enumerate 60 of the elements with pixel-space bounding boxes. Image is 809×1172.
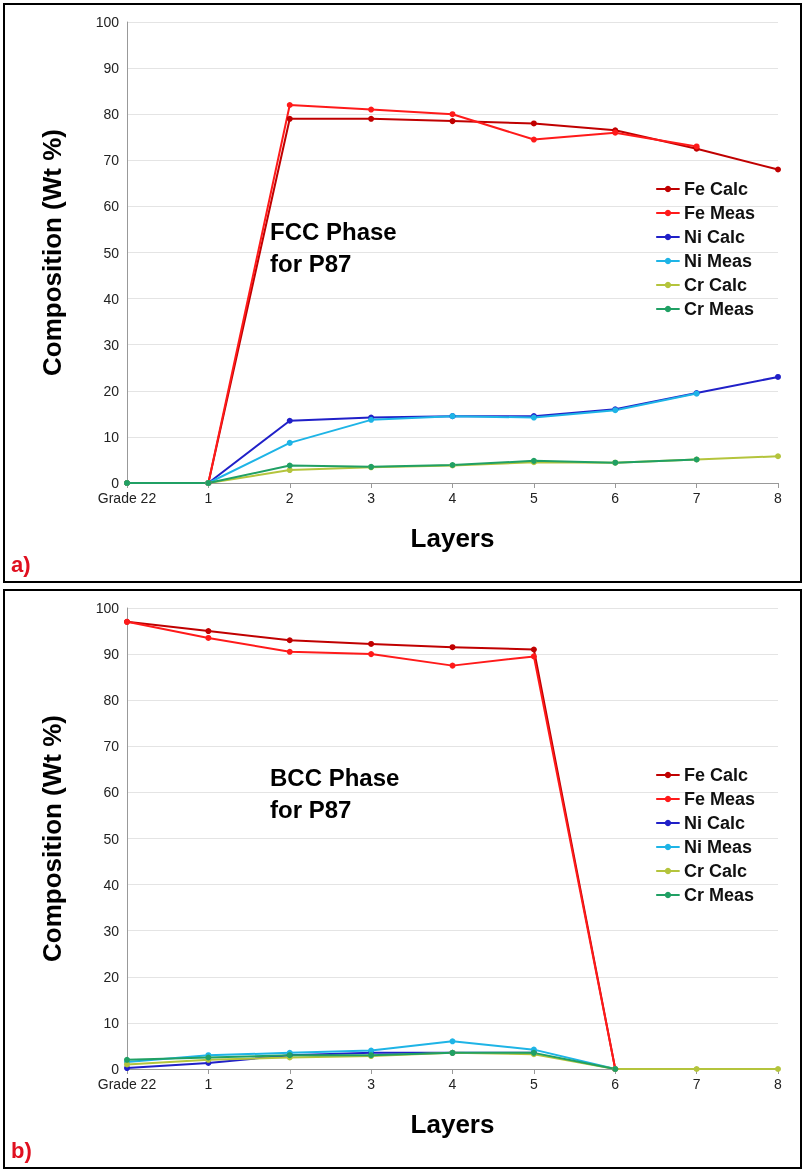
x-tick-label: Grade 22 xyxy=(97,490,157,506)
legend-label: Cr Meas xyxy=(683,885,754,905)
y-tick-label: 0 xyxy=(111,475,120,491)
x-tick-label: 8 xyxy=(774,1076,783,1092)
legend-label: Cr Calc xyxy=(683,275,747,295)
y-tick-label: 30 xyxy=(103,336,120,353)
y-tick-label: 70 xyxy=(103,152,120,169)
x-tick-label: 2 xyxy=(285,1076,294,1092)
y-tick-label: 100 xyxy=(95,14,120,30)
x-tick-label: 1 xyxy=(204,1076,213,1092)
x-tick-label: 6 xyxy=(611,1076,620,1092)
y-tick-label: 100 xyxy=(95,600,120,616)
y-tick-label: 20 xyxy=(103,968,120,985)
annotation: BCC Phase for P87 xyxy=(270,763,407,823)
legend-label: Cr Calc xyxy=(683,861,747,881)
legend-label: Fe Meas xyxy=(683,203,756,223)
y-tick-label: 80 xyxy=(103,106,120,123)
x-tick-label: 6 xyxy=(611,490,620,506)
annotation: FCC Phase for P87 xyxy=(270,217,404,277)
legend-label: Ni Meas xyxy=(683,251,752,271)
legend-label: Fe Meas xyxy=(683,789,756,809)
legend-label: Ni Calc xyxy=(683,227,745,247)
x-axis-title: Layers xyxy=(410,523,495,553)
y-tick-label: 90 xyxy=(103,646,120,663)
y-tick-label: 10 xyxy=(103,1014,120,1031)
legend-label: Ni Calc xyxy=(683,813,745,833)
legend-label: Ni Meas xyxy=(683,837,752,857)
y-tick-label: 40 xyxy=(103,290,120,307)
y-tick-label: 50 xyxy=(103,830,120,847)
y-tick-label: 20 xyxy=(103,382,120,399)
legend-label: Fe Calc xyxy=(683,765,748,785)
y-tick-label: 90 xyxy=(103,60,120,77)
x-tick-label: 2 xyxy=(285,490,294,506)
y-tick-label: 60 xyxy=(103,784,120,801)
y-tick-label: 50 xyxy=(103,244,120,261)
y-tick-label: 60 xyxy=(103,198,120,215)
text: b) xyxy=(11,1137,32,1163)
x-tick-label: 3 xyxy=(367,490,376,506)
x-tick-label: 7 xyxy=(692,1076,701,1092)
y-tick-label: 30 xyxy=(103,922,120,939)
y-tick-label: 70 xyxy=(103,738,120,755)
x-tick-label: 4 xyxy=(448,490,457,506)
y-tick-label: 40 xyxy=(103,876,120,893)
x-tick-label: 4 xyxy=(448,1076,457,1092)
x-tick-label: 8 xyxy=(774,490,783,506)
x-tick-label: 5 xyxy=(529,1076,538,1092)
x-axis-title: Layers xyxy=(410,1109,495,1139)
y-tick-label: 10 xyxy=(103,428,120,445)
legend-label: Cr Meas xyxy=(683,299,754,319)
y-axis-title: Composition (Wt %) xyxy=(37,715,67,962)
y-tick-label: 80 xyxy=(103,692,120,709)
x-tick-label: 1 xyxy=(204,490,213,506)
y-axis-title: Composition (Wt %) xyxy=(37,129,67,376)
x-tick-label: 5 xyxy=(529,490,538,506)
text: a) xyxy=(11,551,31,577)
x-tick-label: Grade 22 xyxy=(97,1076,157,1092)
y-tick-label: 0 xyxy=(111,1061,120,1077)
x-tick-label: 7 xyxy=(692,490,701,506)
x-tick-label: 3 xyxy=(367,1076,376,1092)
legend-label: Fe Calc xyxy=(683,179,748,199)
